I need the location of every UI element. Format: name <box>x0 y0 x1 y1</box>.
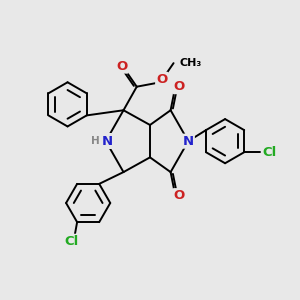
Text: Cl: Cl <box>64 235 78 248</box>
Text: H: H <box>91 136 99 146</box>
Text: O: O <box>174 189 185 202</box>
Text: N: N <box>102 135 113 148</box>
Text: Cl: Cl <box>262 146 276 159</box>
Text: O: O <box>174 80 185 93</box>
Text: O: O <box>156 73 167 86</box>
Text: N: N <box>183 135 194 148</box>
Text: O: O <box>116 60 128 73</box>
Text: CH₃: CH₃ <box>179 58 202 68</box>
